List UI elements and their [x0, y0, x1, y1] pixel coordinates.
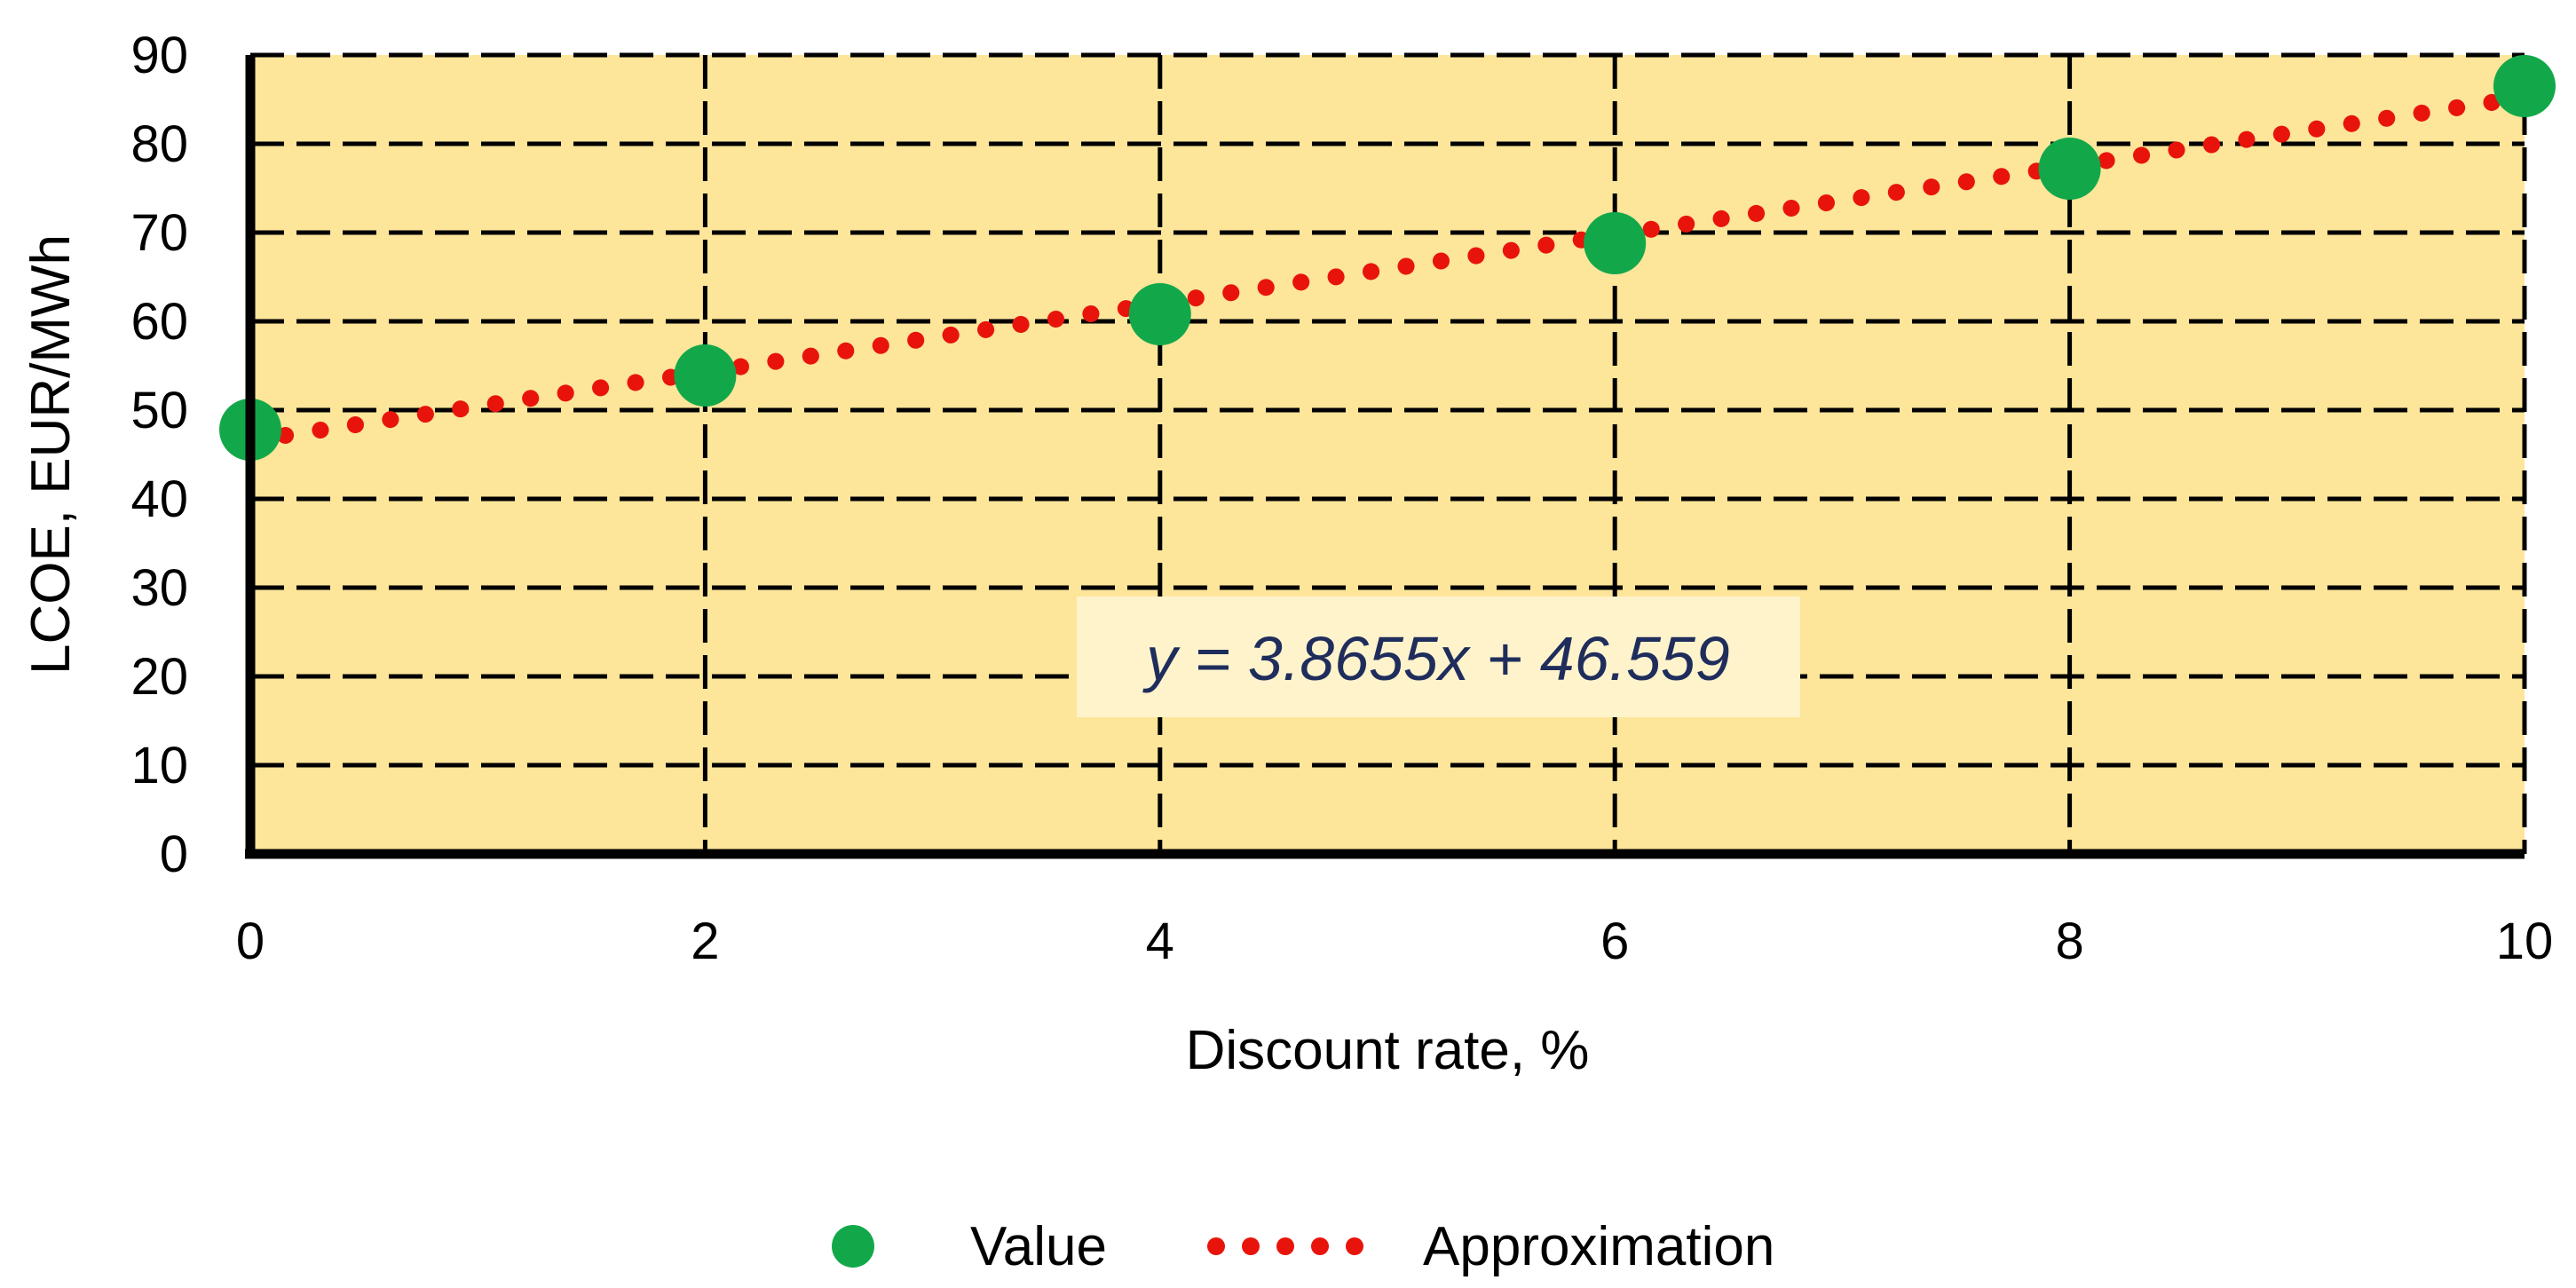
- legend-approximation-marker: [1207, 1237, 1363, 1255]
- approximation-line: [241, 89, 2533, 449]
- y-tick-label: 30: [130, 559, 188, 617]
- y-tick-label: 10: [130, 737, 188, 794]
- value-series: [219, 55, 2556, 461]
- y-tick-labels: 0 10 20 30 40 50 60 70 80 90: [130, 27, 188, 883]
- legend-dot: [1242, 1237, 1260, 1255]
- legend-value-marker: [832, 1225, 874, 1268]
- y-tick-label: 0: [160, 826, 188, 883]
- legend: Value Approximation: [832, 1216, 1774, 1277]
- legend-dot: [1346, 1237, 1363, 1255]
- approximation-series: [241, 89, 2533, 449]
- value-point: [2038, 138, 2101, 200]
- equation-annotation: y = 3.8655x + 46.559: [1077, 597, 1800, 717]
- legend-value-label: Value: [970, 1216, 1107, 1277]
- value-point: [674, 344, 737, 407]
- equation-text: y = 3.8655x + 46.559: [1142, 624, 1730, 693]
- vertical-gridlines: [702, 55, 2527, 854]
- x-tick-label: 10: [2496, 913, 2554, 970]
- legend-dot: [1276, 1237, 1294, 1255]
- y-tick-label: 20: [130, 648, 188, 706]
- legend-approximation-label: Approximation: [1423, 1216, 1774, 1277]
- legend-dot: [1207, 1237, 1225, 1255]
- y-tick-label: 40: [130, 470, 188, 528]
- y-tick-label: 80: [130, 115, 188, 173]
- x-tick-label: 2: [691, 913, 719, 970]
- y-tick-label: 50: [130, 382, 188, 439]
- plot-background: [250, 55, 2525, 854]
- x-tick-label: 6: [1600, 913, 1629, 970]
- y-tick-label: 60: [130, 293, 188, 351]
- x-tick-label: 8: [2055, 913, 2083, 970]
- y-tick-label: 70: [130, 204, 188, 262]
- y-tick-label: 90: [130, 27, 188, 84]
- x-tick-label: 0: [236, 913, 265, 970]
- value-point: [2493, 55, 2556, 117]
- y-axis-title: LCOE, EUR/MWh: [20, 234, 82, 675]
- x-axis-title: Discount rate, %: [1186, 1020, 1590, 1081]
- x-tick-label: 4: [1146, 913, 1174, 970]
- value-point: [1584, 212, 1647, 274]
- legend-dot: [1311, 1237, 1329, 1255]
- value-point: [1128, 283, 1191, 345]
- equation-box: [1077, 597, 1800, 717]
- x-tick-labels: 0 2 4 6 8 10: [236, 913, 2553, 970]
- horizontal-gridlines: [250, 52, 2525, 768]
